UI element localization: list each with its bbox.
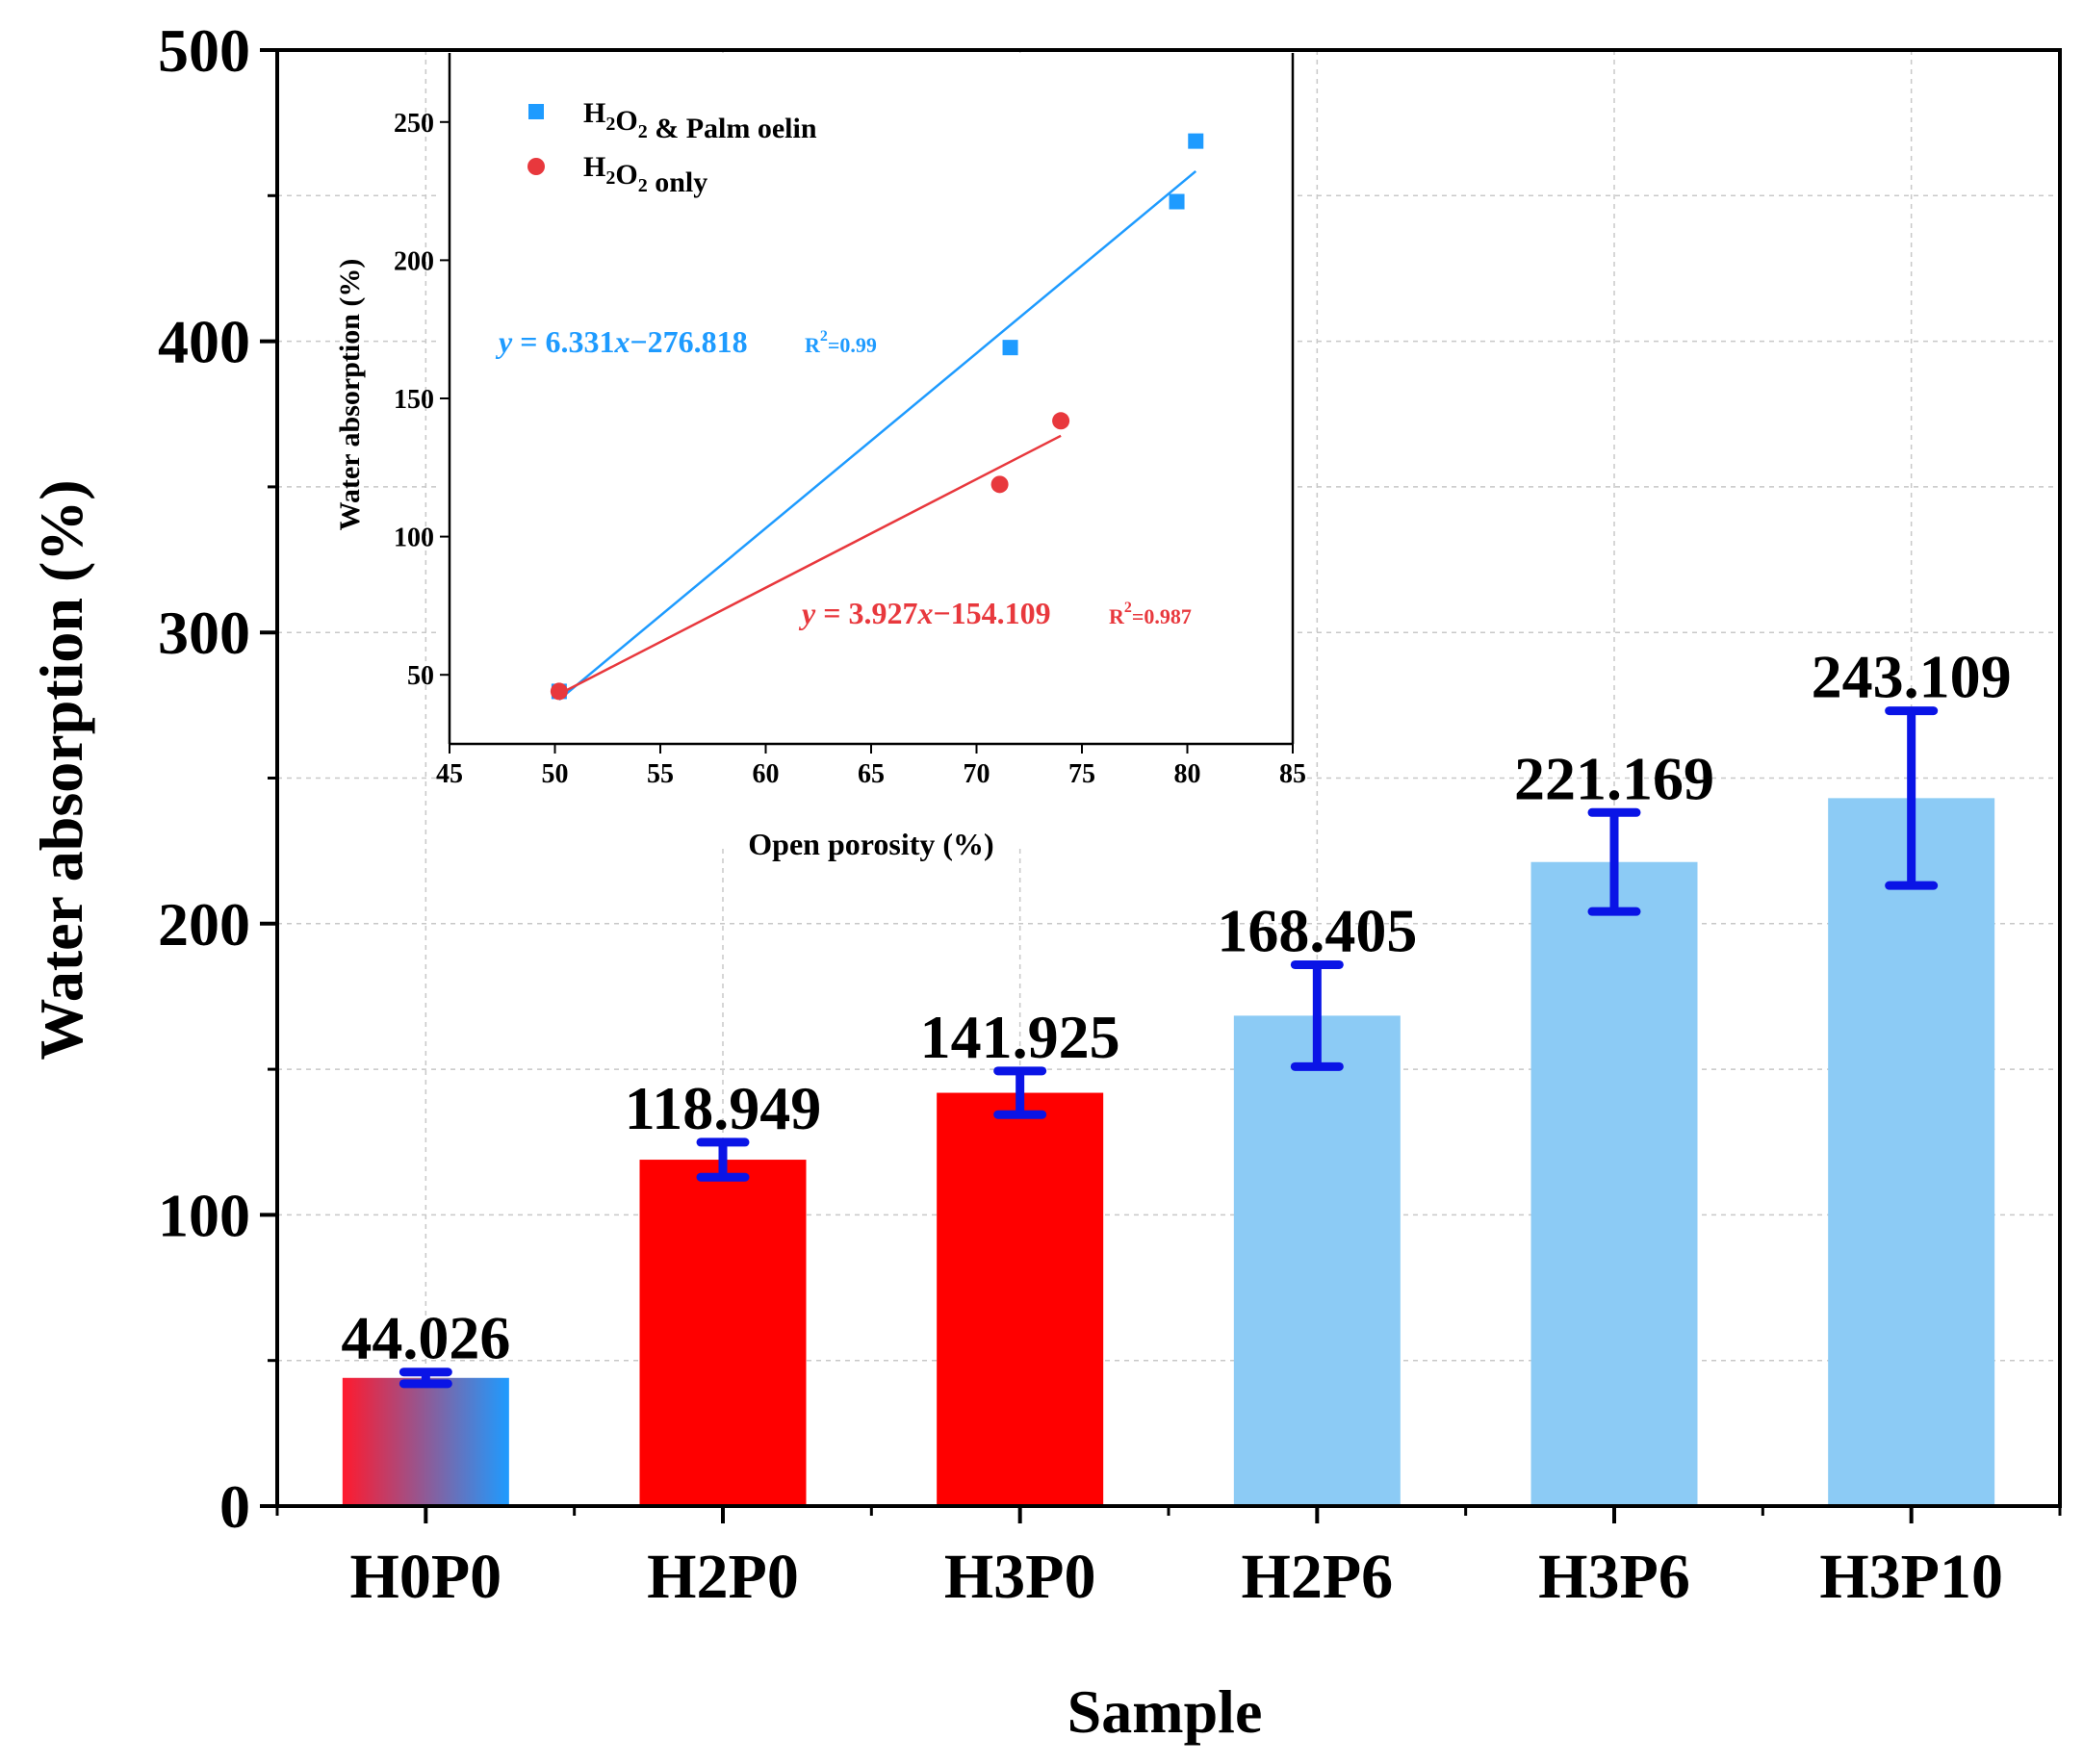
inset-ticks: 45 50 55 60 65 70 75 80 85 50 100 150 200 250	[394, 109, 1306, 789]
inset-y-tick-label-200: 200	[394, 246, 434, 276]
inset-x-tick-label-85: 85	[1279, 759, 1306, 789]
x-tick-label-H2P6: H2P6	[1242, 1542, 1394, 1612]
inset-legend: H2O2 & Palm oelin H2O2 only	[527, 97, 817, 198]
x-tick-label-H3P0: H3P0	[944, 1542, 1096, 1612]
inset-chart: 45 50 55 60 65 70 75 80 85 50 100 150 200 250 H2O2 & …	[334, 53, 1306, 861]
fit-line-series-0	[558, 169, 1197, 702]
inset-x-tick-label-45: 45	[436, 759, 463, 789]
inset-x-tick-label-80: 80	[1174, 759, 1201, 789]
y-tick-label-500: 500	[158, 16, 250, 85]
value-label-H2P0: 118.949	[625, 1074, 821, 1142]
bar-H3P10	[1828, 798, 1995, 1506]
bar-H3P6	[1530, 861, 1698, 1506]
inset-x-tick-label-70: 70	[964, 759, 990, 789]
x-tick-label-H3P10: H3P10	[1819, 1542, 2003, 1612]
x-tick-label-H3P6: H3P6	[1538, 1542, 1690, 1612]
main-error-bars	[399, 706, 1939, 1389]
point-series-0-3	[1188, 133, 1204, 149]
equation-series-1: y = 3.927x−154.109	[798, 596, 1051, 630]
point-series-1-2	[1052, 412, 1070, 430]
bar-H2P0	[639, 1160, 807, 1506]
legend-marker-series-1	[527, 158, 545, 175]
value-label-H2P6: 168.405	[1217, 896, 1417, 964]
point-series-1-1	[990, 475, 1009, 494]
inset-x-tick-label-60: 60	[753, 759, 780, 789]
main-x-axis-title: Sample	[1067, 1677, 1263, 1746]
inset-x-tick-label-55: 55	[647, 759, 674, 789]
inset-fit-lines	[558, 169, 1197, 702]
inset-y-tick-label-150: 150	[394, 385, 434, 415]
r2-series-1: R2=0.987	[1109, 600, 1192, 628]
inset-x-axis-title: Open porosity (%)	[748, 827, 993, 861]
inset-x-tick-label-50: 50	[542, 759, 569, 789]
y-tick-label-0: 0	[219, 1472, 250, 1541]
x-tick-label-H2P0: H2P0	[647, 1542, 799, 1612]
inset-y-tick-label-50: 50	[407, 661, 434, 691]
inset-y-axis-title: Water absorption (%)	[334, 259, 366, 531]
bar-H0P0	[342, 1377, 509, 1506]
fit-line-series-1	[558, 434, 1062, 696]
bar-H2P6	[1233, 1015, 1401, 1506]
legend-marker-series-0	[528, 104, 544, 119]
value-label-H3P6: 221.169	[1514, 744, 1714, 812]
inset-points	[550, 133, 1204, 701]
point-series-0-2	[1169, 193, 1185, 210]
y-tick-label-200: 200	[158, 890, 250, 959]
r2-series-0: R2=0.99	[805, 328, 877, 357]
y-tick-label-100: 100	[158, 1181, 250, 1249]
y-tick-label-300: 300	[158, 599, 250, 667]
legend-label-series-0: H2O2 & Palm oelin	[583, 97, 817, 144]
inset-y-tick-label-250: 250	[394, 109, 434, 139]
inset-x-tick-label-65: 65	[858, 759, 885, 789]
y-tick-label-400: 400	[158, 308, 250, 376]
inset-equations: y = 6.331x−276.818 R2=0.99 y = 3.927x−154.…	[495, 324, 1192, 630]
legend-label-series-1: H2O2 only	[583, 151, 707, 198]
value-label-H3P0: 141.925	[920, 1003, 1120, 1071]
bar-H3P0	[937, 1092, 1104, 1506]
main-ticks: 0 100 200 300 400 500 H0P0 H2P0 H3P0 H2P6 H3P6 H3P1…	[158, 16, 2062, 1612]
x-tick-label-H0P0: H0P0	[350, 1542, 502, 1612]
inset-x-tick-label-75: 75	[1068, 759, 1095, 789]
main-y-axis-title: Water absorption (%)	[27, 479, 95, 1060]
value-label-H0P0: 44.026	[341, 1304, 510, 1372]
inset-y-tick-label-100: 100	[394, 524, 434, 553]
point-series-1-0	[550, 682, 568, 701]
point-series-0-1	[1002, 340, 1018, 356]
main-bars	[342, 798, 1995, 1506]
inset-background	[438, 53, 1293, 847]
equation-series-0: y = 6.331x−276.818	[495, 324, 748, 359]
value-label-H3P10: 243.109	[1812, 643, 2012, 711]
main-value-labels: 44.026 118.949 141.925 168.405 221.169 243.10…	[341, 643, 2011, 1372]
